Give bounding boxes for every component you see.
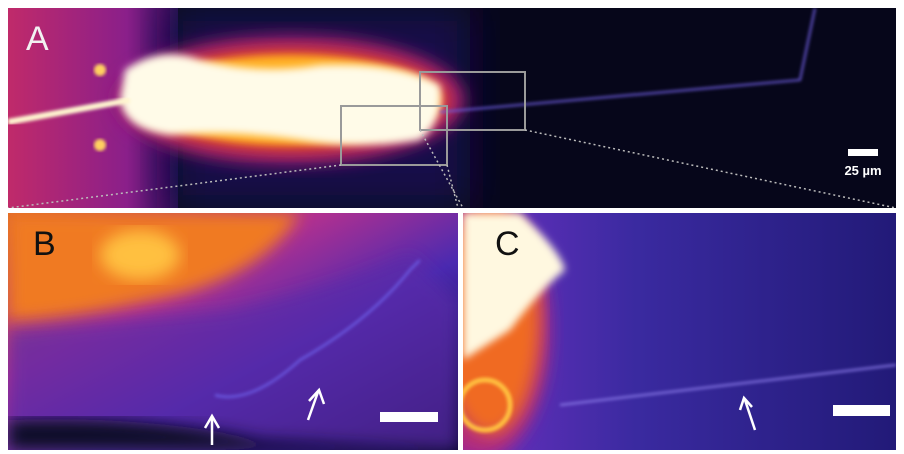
panel-c: C xyxy=(463,213,896,450)
panel-label: A xyxy=(26,20,49,58)
panel-a: 25 µm A xyxy=(8,8,896,208)
panel-label: C xyxy=(495,225,520,263)
panel-b: B xyxy=(8,213,458,450)
panel-label: B xyxy=(33,225,56,263)
scale-bar-label: 25 µm xyxy=(844,163,881,178)
